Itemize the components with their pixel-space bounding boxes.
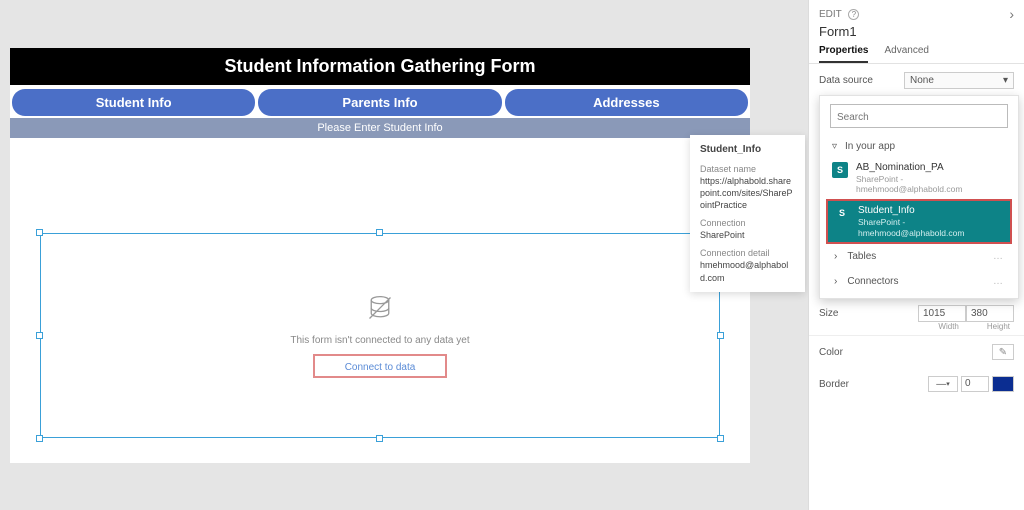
in-your-app-section[interactable]: ▿ In your app bbox=[820, 136, 1018, 157]
datasource-popup: ▿ In your app S AB_Nomination_PA SharePo… bbox=[819, 95, 1019, 299]
search-box[interactable] bbox=[830, 104, 1008, 128]
resize-handle[interactable] bbox=[717, 332, 724, 339]
border-label: Border bbox=[819, 379, 849, 390]
tooltip-connection-value: SharePoint bbox=[700, 229, 795, 241]
tooltip-dataset-label: Dataset name bbox=[700, 163, 795, 175]
border-color-swatch[interactable] bbox=[992, 376, 1014, 392]
form-title-bar: Student Information Gathering Form bbox=[10, 48, 750, 85]
more-icon[interactable]: … bbox=[993, 251, 1004, 262]
chevron-right-icon: › bbox=[834, 251, 837, 262]
datasource-name: AB_Nomination_PA bbox=[856, 162, 1006, 174]
connectors-expander[interactable]: › Connectors … bbox=[820, 269, 1018, 294]
help-icon[interactable]: ? bbox=[848, 9, 859, 20]
database-icon bbox=[366, 294, 394, 325]
form-selection[interactable]: This form isn't connected to any data ye… bbox=[40, 233, 720, 438]
height-sublabel: Height bbox=[987, 322, 1010, 331]
tooltip-connection-label: Connection bbox=[700, 217, 795, 229]
connectors-label: Connectors bbox=[847, 276, 898, 287]
tables-expander[interactable]: › Tables … bbox=[820, 244, 1018, 269]
tables-label: Tables bbox=[847, 251, 876, 262]
color-swatch[interactable]: ✎ bbox=[992, 344, 1014, 360]
tab-parents-info[interactable]: Parents Info bbox=[258, 89, 501, 116]
no-data-text: This form isn't connected to any data ye… bbox=[290, 335, 469, 346]
prop-size: Size 1015 380 bbox=[809, 297, 1024, 322]
datasource-item-selected[interactable]: S Student_Info SharePoint - hmehmood@alp… bbox=[826, 199, 1012, 243]
in-your-app-label: In your app bbox=[845, 141, 895, 152]
prop-color: Color ✎ bbox=[809, 336, 1024, 368]
width-input[interactable]: 1015 bbox=[918, 305, 966, 322]
edit-label: EDIT bbox=[819, 9, 842, 20]
tooltip-title: Student_Info bbox=[700, 143, 795, 157]
width-sublabel: Width bbox=[938, 322, 958, 331]
tooltip-detail-value: hmehmood@alphabold.com bbox=[700, 259, 795, 283]
datasource-tooltip: Student_Info Dataset name https://alphab… bbox=[690, 135, 805, 292]
selected-object-name: Form1 bbox=[809, 24, 1024, 45]
size-label: Size bbox=[819, 308, 838, 319]
tooltip-dataset-value: https://alphabold.sharepoint.com/sites/S… bbox=[700, 175, 795, 211]
chevron-down-icon: ▿ bbox=[832, 141, 837, 152]
data-source-value: None bbox=[910, 75, 934, 86]
data-source-dropdown[interactable]: None ▾ bbox=[904, 72, 1014, 89]
subheader: Please Enter Student Info bbox=[10, 118, 750, 138]
tab-addresses[interactable]: Addresses bbox=[505, 89, 748, 116]
more-icon[interactable]: … bbox=[993, 276, 1004, 287]
resize-handle[interactable] bbox=[717, 435, 724, 442]
chevron-down-icon: ▾ bbox=[1003, 75, 1008, 86]
resize-handle[interactable] bbox=[36, 229, 43, 236]
tab-advanced[interactable]: Advanced bbox=[884, 45, 928, 63]
panel-tabs: Properties Advanced bbox=[809, 45, 1024, 64]
chevron-right-icon: › bbox=[834, 276, 837, 287]
properties-panel: EDIT ? › Form1 Properties Advanced Data … bbox=[808, 0, 1024, 510]
resize-handle[interactable] bbox=[376, 229, 383, 236]
datasource-item[interactable]: S AB_Nomination_PA SharePoint - hmehmood… bbox=[820, 157, 1018, 199]
datasource-sub: SharePoint - hmehmood@alphabold.com bbox=[858, 217, 1004, 237]
border-style-dropdown[interactable]: — ▾ bbox=[928, 376, 958, 392]
datasource-sub: SharePoint - hmehmood@alphabold.com bbox=[856, 174, 1006, 194]
prop-data-source: Data source None ▾ bbox=[809, 64, 1024, 97]
tab-row: Student Info Parents Info Addresses bbox=[10, 85, 750, 116]
data-source-label: Data source bbox=[819, 75, 873, 86]
resize-handle[interactable] bbox=[36, 332, 43, 339]
tooltip-detail-label: Connection detail bbox=[700, 247, 795, 259]
search-input[interactable] bbox=[837, 112, 1001, 123]
height-input[interactable]: 380 bbox=[966, 305, 1014, 322]
datasource-name: Student_Info bbox=[858, 205, 1004, 217]
sharepoint-icon: S bbox=[834, 205, 850, 221]
resize-handle[interactable] bbox=[36, 435, 43, 442]
connect-to-data-link[interactable]: Connect to data bbox=[345, 362, 416, 373]
chevron-right-icon[interactable]: › bbox=[1009, 6, 1014, 22]
connect-to-data-highlight: Connect to data bbox=[313, 354, 448, 378]
prop-border: Border — ▾ 0 bbox=[809, 368, 1024, 400]
sharepoint-icon: S bbox=[832, 162, 848, 178]
tab-student-info[interactable]: Student Info bbox=[12, 89, 255, 116]
resize-handle[interactable] bbox=[376, 435, 383, 442]
canvas-area: Student Information Gathering Form Stude… bbox=[10, 48, 750, 463]
color-label: Color bbox=[819, 347, 843, 358]
tab-properties[interactable]: Properties bbox=[819, 45, 868, 63]
border-width-input[interactable]: 0 bbox=[961, 376, 989, 392]
